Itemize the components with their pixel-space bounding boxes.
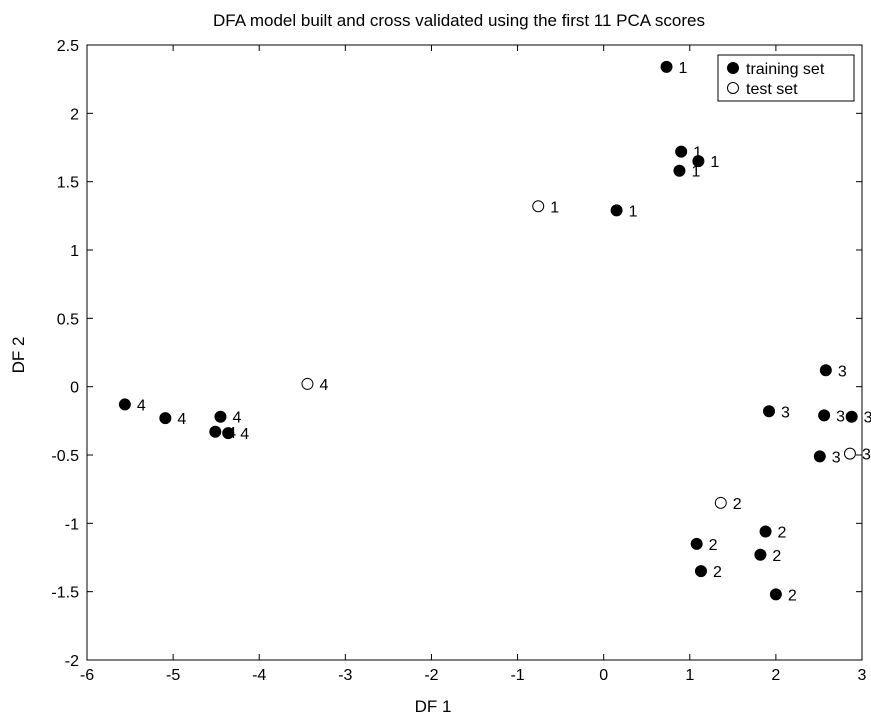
legend-entry-label: test set — [746, 81, 798, 98]
test-point — [714, 496, 727, 509]
point-label: 4 — [137, 397, 146, 414]
x-tick-label: 2 — [771, 667, 780, 684]
test-point — [301, 377, 314, 390]
point-label: 2 — [788, 587, 797, 604]
x-tick-label: -6 — [80, 667, 94, 684]
y-tick-label: 0 — [70, 380, 79, 397]
training-point — [759, 525, 772, 538]
training-point — [819, 364, 832, 377]
point-label: 4 — [177, 411, 186, 428]
chart-title: DFA model built and cross validated usin… — [213, 11, 705, 30]
training-point — [818, 409, 831, 422]
y-tick-label: -0.5 — [51, 448, 79, 465]
y-tick-label: 1 — [70, 243, 79, 260]
point-label: 3 — [836, 408, 845, 425]
point-label: 3 — [832, 449, 841, 466]
point-label: 2 — [713, 564, 722, 581]
point-label: 4 — [319, 377, 328, 394]
test-point — [843, 447, 856, 460]
x-axis-label: DF 1 — [415, 697, 452, 716]
training-point — [222, 427, 235, 440]
y-tick-label: 2 — [70, 106, 79, 123]
training-point — [214, 410, 227, 423]
training-point — [813, 450, 826, 463]
point-label: 1 — [629, 203, 638, 220]
training-point — [118, 398, 131, 411]
training-point — [690, 537, 703, 550]
training-point — [694, 565, 707, 578]
y-tick-label: 1.5 — [57, 175, 79, 192]
training-point — [692, 155, 705, 168]
y-tick-label: -1.5 — [51, 585, 79, 602]
point-label: 3 — [838, 363, 847, 380]
legend-training-marker — [727, 62, 739, 74]
plot-frame — [86, 44, 863, 661]
point-label: 1 — [550, 199, 559, 216]
y-tick-label: 0.5 — [57, 311, 79, 328]
x-tick-label: 0 — [599, 667, 608, 684]
x-tick-label: -3 — [338, 667, 352, 684]
x-tick-label: -2 — [424, 667, 438, 684]
training-point — [673, 164, 686, 177]
legend-test-marker — [727, 82, 739, 94]
legend-box — [717, 54, 855, 102]
point-label: 1 — [693, 145, 702, 162]
y-tick-label: -2 — [65, 653, 79, 670]
y-axis-label: DF 2 — [9, 337, 28, 374]
point-label: 2 — [709, 537, 718, 554]
training-point — [159, 412, 172, 425]
y-tick-label: -1 — [65, 516, 79, 533]
test-point — [532, 200, 545, 213]
training-point — [769, 588, 782, 601]
point-label: 1 — [679, 60, 688, 77]
point-label: 1 — [691, 164, 700, 181]
training-point — [675, 145, 688, 158]
x-tick-label: -1 — [510, 667, 524, 684]
point-label: 4 — [240, 426, 249, 443]
x-tick-label: 1 — [685, 667, 694, 684]
legend-entry-label: training set — [746, 61, 825, 78]
point-label: 4 — [232, 410, 241, 427]
training-point — [754, 548, 767, 561]
point-label: 2 — [772, 548, 781, 565]
point-label: 3 — [781, 404, 790, 421]
training-point — [845, 410, 858, 423]
training-point — [660, 60, 673, 73]
y-tick-label: 2.5 — [57, 38, 79, 55]
training-point — [209, 425, 222, 438]
point-label: 2 — [733, 496, 742, 513]
plot-area: -6 -5 -4 -3 -2 -1 0 1 2 3 -2 -1.5 -1 -0.5 0 0.5 1 1.5 2 2.5… — [51, 38, 871, 684]
point-label: 2 — [778, 525, 787, 542]
point-label: 1 — [710, 154, 719, 171]
legend: training set test set — [717, 54, 855, 102]
point-label: 3 — [864, 410, 871, 427]
training-point — [763, 405, 775, 418]
training-point — [610, 204, 623, 217]
x-tick-label: -4 — [252, 667, 266, 684]
x-tick-label: -5 — [166, 667, 180, 684]
point-label: 3 — [862, 447, 871, 464]
x-tick-label: 3 — [858, 667, 867, 684]
